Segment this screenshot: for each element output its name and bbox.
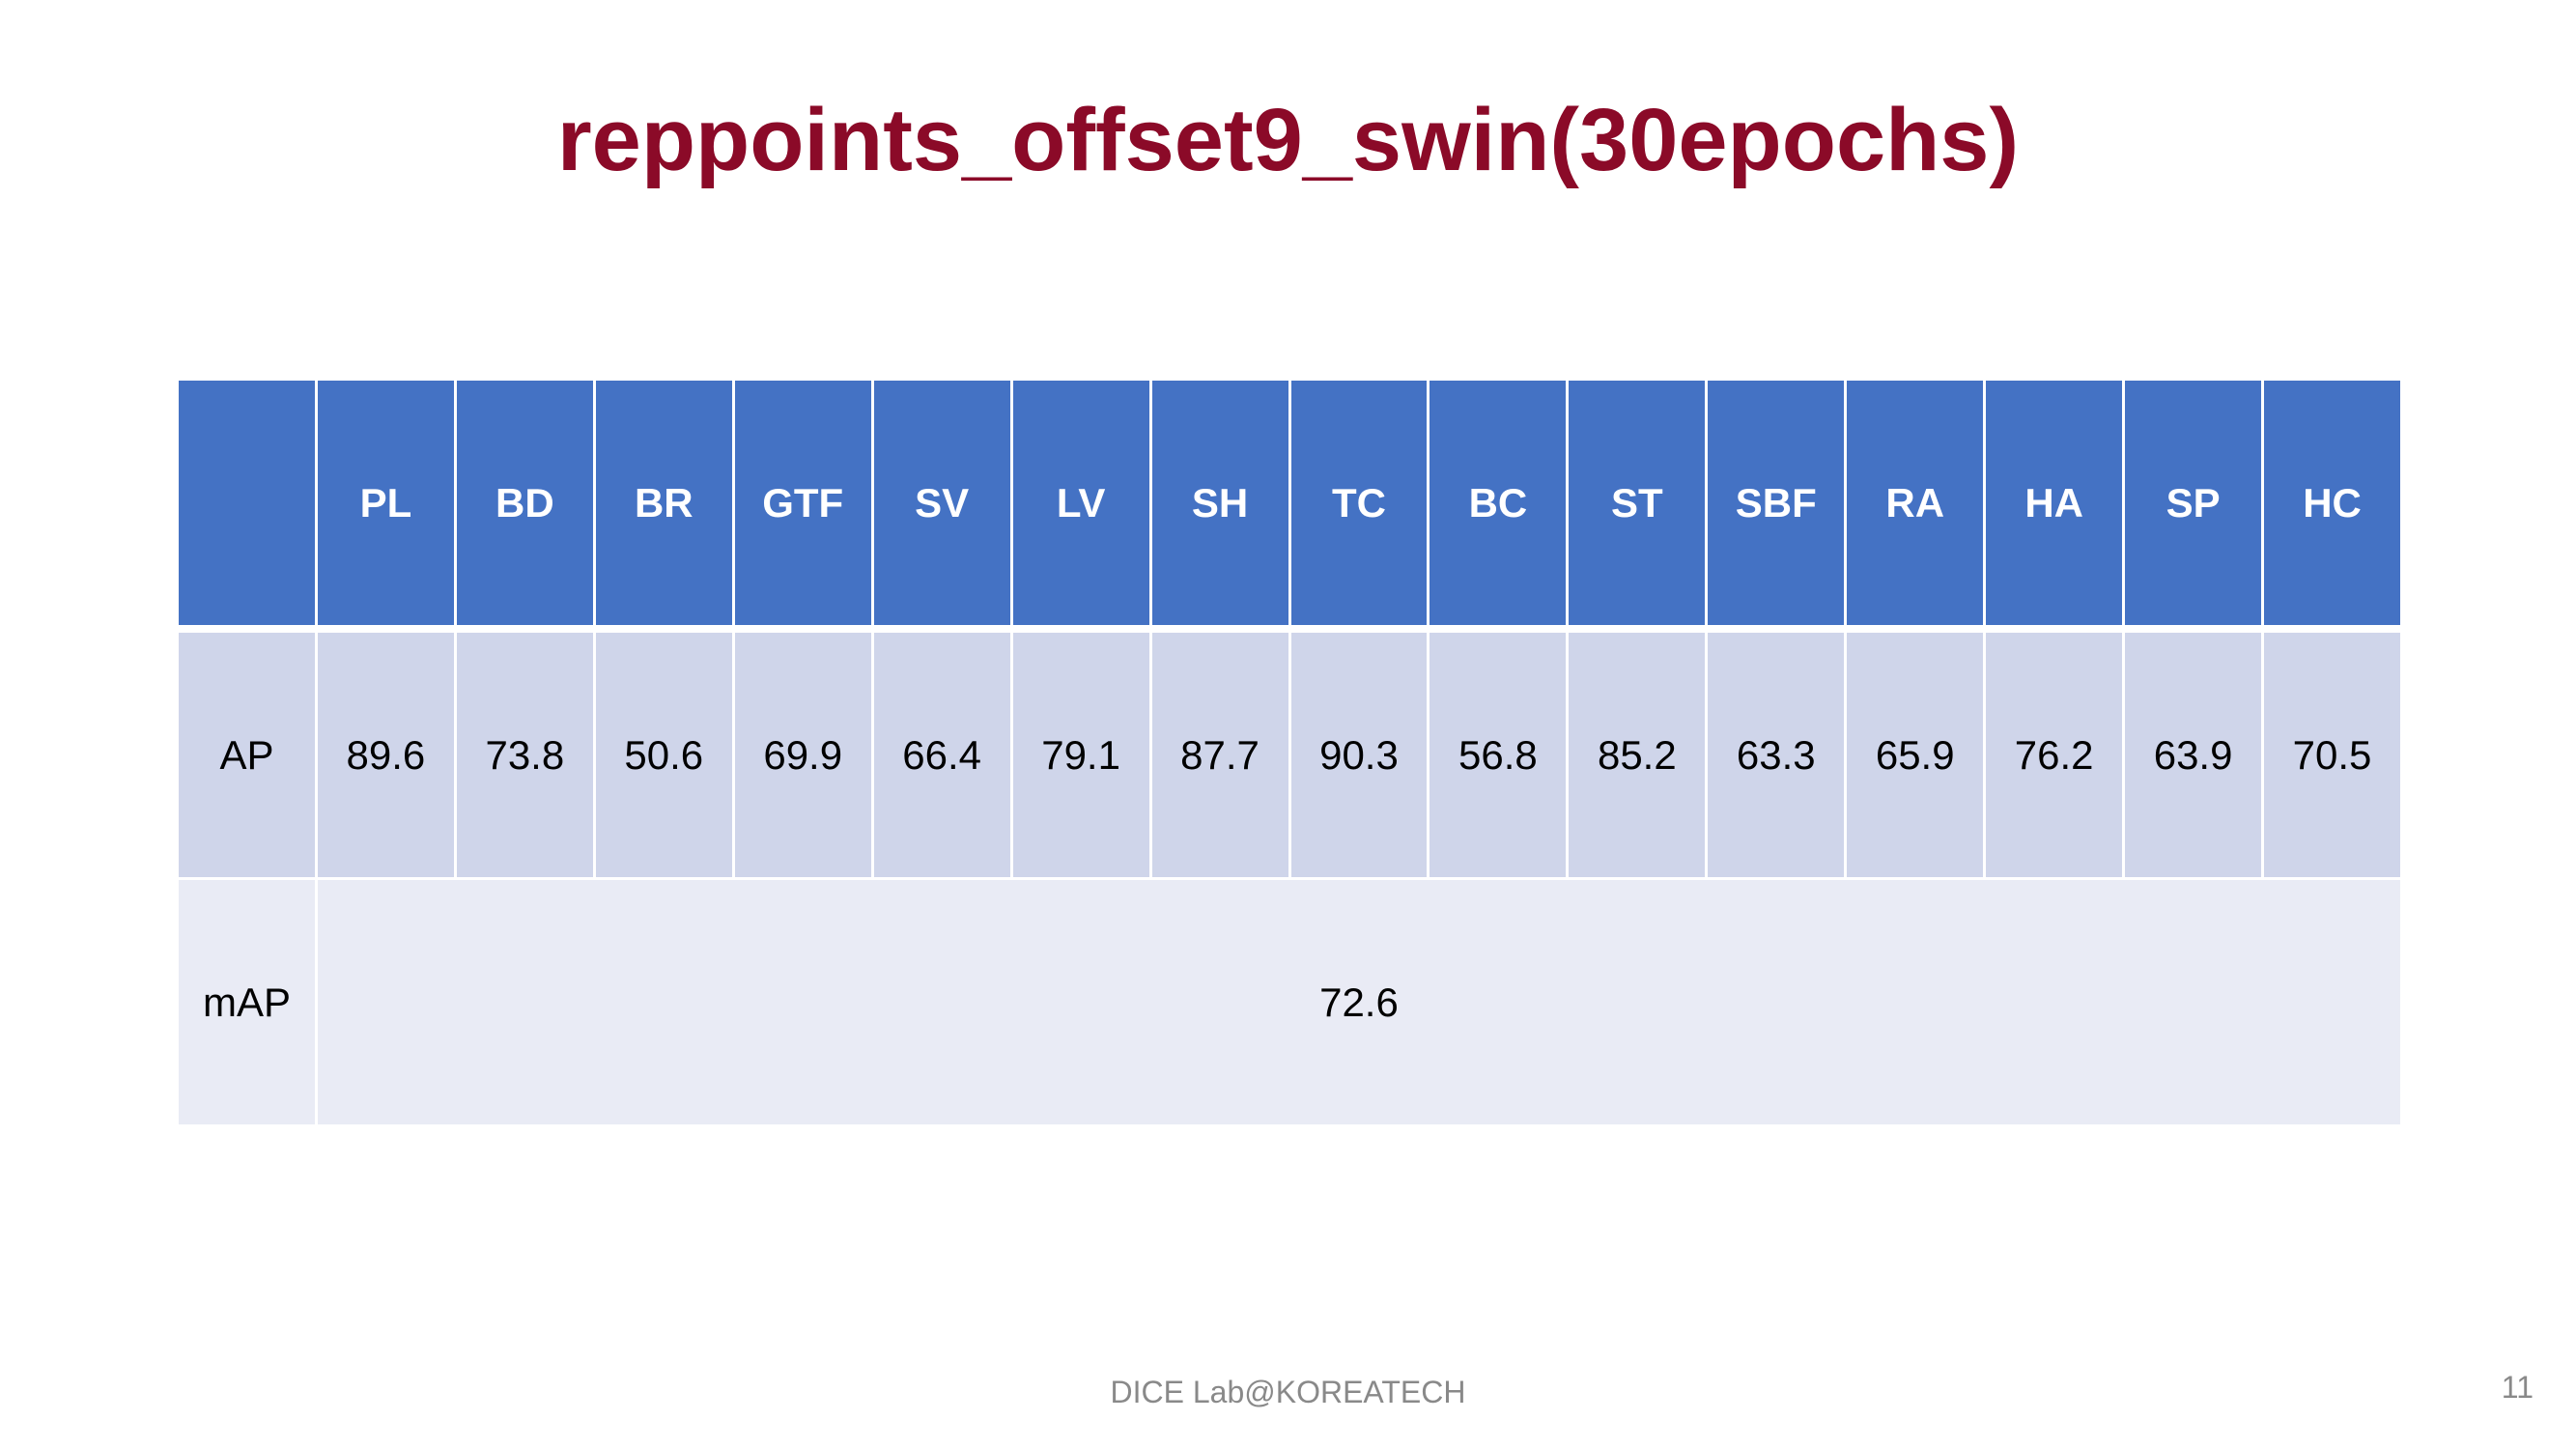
ap-value-br: 50.6 xyxy=(592,627,735,880)
slide-title: reppoints_offset9_swin(30epochs) xyxy=(556,91,2020,189)
ap-value-hc: 70.5 xyxy=(2261,627,2403,880)
ap-value-pl: 89.6 xyxy=(314,627,457,880)
ap-value-bc: 56.8 xyxy=(1427,627,1570,880)
header-cell-lv: LV xyxy=(1009,378,1152,633)
map-row-label: mAP xyxy=(176,877,318,1127)
header-cell-bc: BC xyxy=(1427,378,1570,633)
page-number: 11 xyxy=(2501,1370,2534,1405)
header-cell-st: ST xyxy=(1566,378,1709,633)
ap-value-gtf: 69.9 xyxy=(731,627,874,880)
ap-row-label: AP xyxy=(176,627,318,880)
header-cell-pl: PL xyxy=(314,378,457,633)
ap-row: AP 89.6 73.8 50.6 69.9 66.4 79.1 87.7 90… xyxy=(176,627,2403,880)
header-cell-sp: SP xyxy=(2122,378,2265,633)
results-table: PL BD BR GTF SV LV SH TC BC ST SBF RA HA… xyxy=(176,378,2404,1127)
ap-value-tc: 90.3 xyxy=(1288,627,1430,880)
header-cell-br: BR xyxy=(592,378,735,633)
table-header-row: PL BD BR GTF SV LV SH TC BC ST SBF RA HA… xyxy=(176,378,2403,633)
ap-value-sv: 66.4 xyxy=(870,627,1013,880)
ap-value-sbf: 63.3 xyxy=(1705,627,1848,880)
header-cell-sbf: SBF xyxy=(1705,378,1848,633)
header-cell-sv: SV xyxy=(870,378,1013,633)
ap-value-sp: 63.9 xyxy=(2122,627,2265,880)
header-cell-sh: SH xyxy=(1148,378,1291,633)
header-cell-ra: RA xyxy=(1844,378,1987,633)
header-cell-hc: HC xyxy=(2261,378,2403,633)
map-row: mAP 72.6 xyxy=(176,877,2404,1127)
footer-text: DICE Lab@KOREATECH xyxy=(1110,1375,1466,1409)
ap-value-ha: 76.2 xyxy=(1983,627,2126,880)
ap-value-bd: 73.8 xyxy=(453,627,596,880)
header-cell-gtf: GTF xyxy=(731,378,874,633)
header-cell-bd: BD xyxy=(453,378,596,633)
ap-value-st: 85.2 xyxy=(1566,627,1709,880)
ap-value-ra: 65.9 xyxy=(1844,627,1987,880)
map-value: 72.6 xyxy=(314,877,2404,1127)
header-cell-empty xyxy=(176,378,318,633)
header-cell-ha: HA xyxy=(1983,378,2126,633)
ap-value-sh: 87.7 xyxy=(1148,627,1291,880)
ap-value-lv: 79.1 xyxy=(1009,627,1152,880)
header-cell-tc: TC xyxy=(1288,378,1430,633)
